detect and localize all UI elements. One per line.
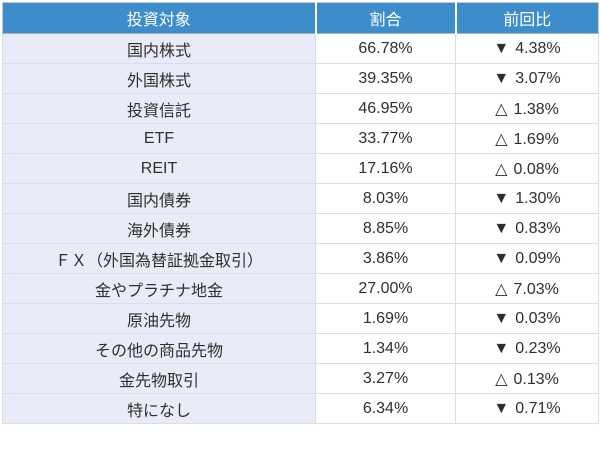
col-header-target: 投資対象 bbox=[2, 2, 316, 34]
investment-table: 投資対象 割合 前回比 国内株式 66.78% ▼ 4.38% 外国株式 39.3… bbox=[2, 2, 599, 424]
investment-target-cell: 投資信託 bbox=[2, 93, 316, 124]
triangle-down-icon: ▼ bbox=[493, 189, 510, 207]
change-value: 4.38% bbox=[515, 39, 561, 57]
triangle-down-icon: ▼ bbox=[493, 69, 510, 87]
change-value: 1.69% bbox=[513, 130, 559, 148]
table-row: 国内株式 66.78% ▼ 4.38% bbox=[2, 33, 599, 64]
ratio-cell: 6.34% bbox=[315, 393, 456, 424]
ratio-cell: 17.16% bbox=[315, 153, 456, 184]
ratio-cell: 39.35% bbox=[315, 63, 456, 94]
change-value: 0.71% bbox=[515, 399, 561, 417]
change-cell: ▼ 3.07% bbox=[455, 63, 599, 94]
table-row: その他の商品先物 1.34% ▼ 0.23% bbox=[2, 333, 599, 364]
investment-target-cell: ＦＸ（外国為替証拠金取引） bbox=[2, 243, 316, 274]
table-row: 海外債券 8.85% ▼ 0.83% bbox=[2, 213, 599, 244]
investment-target-cell: 外国株式 bbox=[2, 63, 316, 94]
change-value: 1.38% bbox=[513, 100, 559, 118]
investment-target-cell: 国内株式 bbox=[2, 33, 316, 64]
change-value: 0.23% bbox=[515, 339, 561, 357]
investment-target-cell: 金やプラチナ地金 bbox=[2, 273, 316, 304]
triangle-up-icon: △ bbox=[495, 160, 508, 178]
triangle-up-icon: △ bbox=[495, 370, 508, 388]
ratio-cell: 1.34% bbox=[315, 333, 456, 364]
table-row: 金先物取引 3.27% △ 0.13% bbox=[2, 363, 599, 394]
ratio-cell: 33.77% bbox=[315, 123, 456, 154]
ratio-cell: 66.78% bbox=[315, 33, 456, 64]
triangle-up-icon: △ bbox=[495, 130, 508, 148]
change-cell: ▼ 0.71% bbox=[455, 393, 599, 424]
col-header-ratio: 割合 bbox=[314, 2, 456, 34]
header-row: 投資対象 割合 前回比 bbox=[2, 2, 599, 34]
investment-target-cell: 金先物取引 bbox=[2, 363, 316, 394]
ratio-cell: 8.85% bbox=[315, 213, 456, 244]
ratio-cell: 27.00% bbox=[315, 273, 456, 304]
triangle-up-icon: △ bbox=[495, 280, 508, 298]
change-cell: △ 0.08% bbox=[455, 153, 599, 184]
change-cell: ▼ 0.09% bbox=[455, 243, 599, 274]
change-value: 0.03% bbox=[515, 309, 561, 327]
table-row: ETF 33.77% △ 1.69% bbox=[2, 123, 599, 154]
ratio-cell: 3.86% bbox=[315, 243, 456, 274]
triangle-down-icon: ▼ bbox=[493, 39, 510, 57]
table-row: 国内債券 8.03% ▼ 1.30% bbox=[2, 183, 599, 214]
change-cell: ▼ 1.30% bbox=[455, 183, 599, 214]
change-cell: △ 1.69% bbox=[455, 123, 599, 154]
table-row: 投資信託 46.95% △ 1.38% bbox=[2, 93, 599, 124]
change-value: 3.07% bbox=[515, 69, 561, 87]
change-value: 1.30% bbox=[515, 189, 561, 207]
change-cell: △ 7.03% bbox=[455, 273, 599, 304]
table-row: 原油先物 1.69% ▼ 0.03% bbox=[2, 303, 599, 334]
change-value: 0.13% bbox=[513, 370, 559, 388]
triangle-down-icon: ▼ bbox=[493, 219, 510, 237]
ratio-cell: 1.69% bbox=[315, 303, 456, 334]
ratio-cell: 3.27% bbox=[315, 363, 456, 394]
triangle-down-icon: ▼ bbox=[493, 339, 510, 357]
change-value: 7.03% bbox=[513, 280, 559, 298]
ratio-cell: 46.95% bbox=[315, 93, 456, 124]
table-row: REIT 17.16% △ 0.08% bbox=[2, 153, 599, 184]
table-row: ＦＸ（外国為替証拠金取引） 3.86% ▼ 0.09% bbox=[2, 243, 599, 274]
investment-target-cell: 国内債券 bbox=[2, 183, 316, 214]
table-container: 投資対象 割合 前回比 国内株式 66.78% ▼ 4.38% 外国株式 39.3… bbox=[2, 2, 599, 424]
investment-target-cell: 原油先物 bbox=[2, 303, 316, 334]
ratio-cell: 8.03% bbox=[315, 183, 456, 214]
change-cell: ▼ 4.38% bbox=[455, 33, 599, 64]
investment-target-cell: REIT bbox=[2, 153, 316, 184]
investment-target-cell: 特になし bbox=[2, 393, 316, 424]
col-header-change: 前回比 bbox=[454, 2, 599, 34]
change-cell: ▼ 0.03% bbox=[455, 303, 599, 334]
change-cell: △ 1.38% bbox=[455, 93, 599, 124]
table-row: 金やプラチナ地金 27.00% △ 7.03% bbox=[2, 273, 599, 304]
investment-target-cell: ETF bbox=[2, 123, 316, 154]
table-row: 外国株式 39.35% ▼ 3.07% bbox=[2, 63, 599, 94]
change-value: 0.08% bbox=[513, 160, 559, 178]
change-cell: ▼ 0.23% bbox=[455, 333, 599, 364]
triangle-down-icon: ▼ bbox=[493, 399, 510, 417]
change-value: 0.09% bbox=[515, 249, 561, 267]
triangle-down-icon: ▼ bbox=[493, 249, 510, 267]
change-value: 0.83% bbox=[515, 219, 561, 237]
table-row: 特になし 6.34% ▼ 0.71% bbox=[2, 393, 599, 424]
change-cell: △ 0.13% bbox=[455, 363, 599, 394]
triangle-up-icon: △ bbox=[495, 100, 508, 118]
investment-target-cell: その他の商品先物 bbox=[2, 333, 316, 364]
triangle-down-icon: ▼ bbox=[493, 309, 510, 327]
investment-target-cell: 海外債券 bbox=[2, 213, 316, 244]
change-cell: ▼ 0.83% bbox=[455, 213, 599, 244]
